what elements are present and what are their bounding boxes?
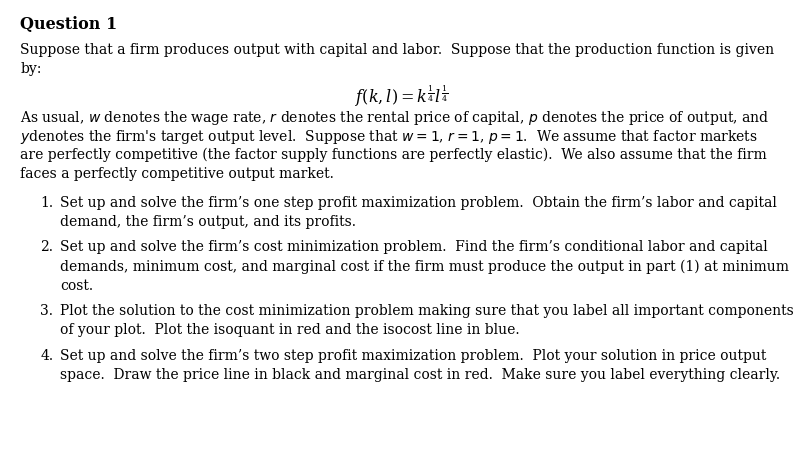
Text: 4.: 4.	[40, 349, 53, 363]
Text: Plot the solution to the cost minimization problem making sure that you label al: Plot the solution to the cost minimizati…	[60, 304, 793, 318]
Text: Set up and solve the firm’s one step profit maximization problem.  Obtain the fi: Set up and solve the firm’s one step pro…	[60, 196, 777, 210]
Text: of your plot.  Plot the isoquant in red and the isocost line in blue.: of your plot. Plot the isoquant in red a…	[60, 324, 520, 338]
Text: faces a perfectly competitive output market.: faces a perfectly competitive output mar…	[20, 166, 333, 181]
Text: by:: by:	[20, 62, 42, 76]
Text: Question 1: Question 1	[20, 16, 117, 33]
Text: 2.: 2.	[40, 240, 53, 254]
Text: $y$denotes the firm's target output level.  Suppose that $w = 1$, $r = 1$, $p = : $y$denotes the firm's target output leve…	[20, 128, 757, 146]
Text: 3.: 3.	[40, 304, 53, 318]
Text: As usual, $w$ denotes the wage rate, $r$ denotes the rental price of capital, $p: As usual, $w$ denotes the wage rate, $r$…	[20, 108, 768, 126]
Text: are perfectly competitive (the factor supply functions are perfectly elastic).  : are perfectly competitive (the factor su…	[20, 147, 766, 162]
Text: Suppose that a firm produces output with capital and labor.  Suppose that the pr: Suppose that a firm produces output with…	[20, 43, 773, 57]
Text: cost.: cost.	[60, 279, 93, 293]
Text: demand, the firm’s output, and its profits.: demand, the firm’s output, and its profi…	[60, 215, 356, 229]
Text: Set up and solve the firm’s two step profit maximization problem.  Plot your sol: Set up and solve the firm’s two step pro…	[60, 349, 766, 363]
Text: space.  Draw the price line in black and marginal cost in red.  Make sure you la: space. Draw the price line in black and …	[60, 368, 780, 382]
Text: Set up and solve the firm’s cost minimization problem.  Find the firm’s conditio: Set up and solve the firm’s cost minimiz…	[60, 240, 767, 254]
Text: 1.: 1.	[40, 196, 53, 210]
Text: demands, minimum cost, and marginal cost if the firm must produce the output in : demands, minimum cost, and marginal cost…	[60, 260, 789, 274]
Text: $f(k, l) = k^{\frac{1}{4}}l^{\frac{1}{4}}$: $f(k, l) = k^{\frac{1}{4}}l^{\frac{1}{4}…	[355, 84, 448, 109]
